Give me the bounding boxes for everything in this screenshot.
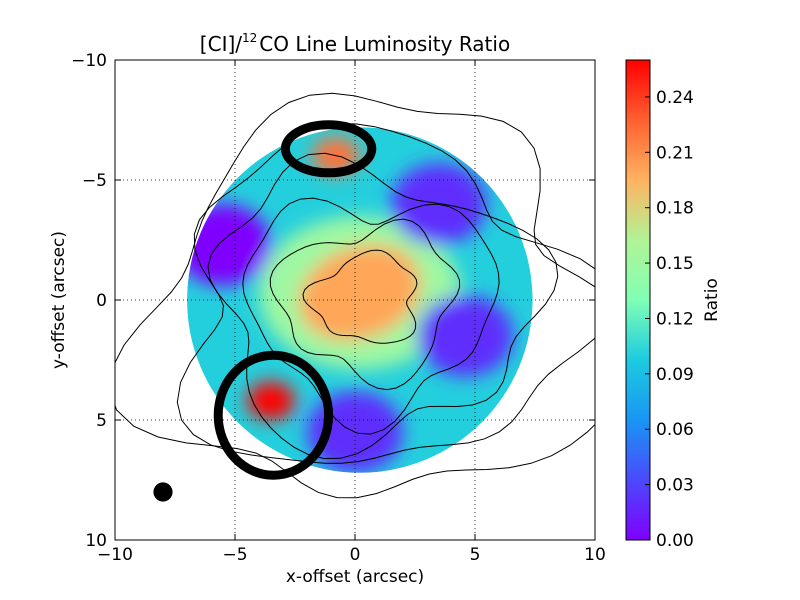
y-tick-label: 10 bbox=[85, 531, 107, 551]
colorbar-tick-label: 0.09 bbox=[656, 365, 694, 385]
ratio-high-region bbox=[247, 381, 295, 420]
colorbar-ticks: 0.00 0.03 0.06 0.09 0.12 0.15 0.18 0.21 0.24 bbox=[645, 88, 694, 551]
colorbar-tick-label: 0.03 bbox=[656, 476, 694, 496]
colorbar-label: Ratio bbox=[702, 278, 722, 322]
x-tick-label: 0 bbox=[350, 545, 361, 565]
highlight-circles bbox=[153, 120, 377, 502]
y-tick-label: −5 bbox=[82, 171, 107, 191]
colorbar-gradient bbox=[625, 59, 651, 541]
co-contours bbox=[115, 92, 595, 499]
co-contour-1 bbox=[115, 92, 595, 499]
highlight-circle-1 bbox=[280, 120, 377, 178]
y-tick-label: 0 bbox=[96, 291, 107, 311]
x-axis-ticks: −10 −5 0 5 10 bbox=[97, 60, 606, 565]
y-axis-label: y-offset (arcsec) bbox=[49, 231, 69, 369]
colorbar: 0.00 0.03 0.06 0.09 0.12 0.15 0.18 0.21 0.24 Rat… bbox=[625, 59, 722, 551]
co-contour-2 bbox=[176, 123, 595, 464]
highlight-circle-2 bbox=[213, 350, 334, 480]
colorbar-tick-label: 0.00 bbox=[656, 531, 694, 551]
co-contour-5 bbox=[269, 218, 461, 391]
co-contour-4 bbox=[242, 197, 500, 435]
chart-title: [CI]/12 CO Line Luminosity Ratio bbox=[200, 31, 510, 56]
ratio-disk bbox=[186, 127, 533, 473]
y-axis-ticks: −10 −5 0 5 10 bbox=[71, 51, 595, 551]
ratio-peak-region bbox=[299, 244, 421, 341]
ratio-low-region bbox=[417, 295, 514, 377]
plot-area bbox=[115, 60, 595, 540]
x-tick-label: 10 bbox=[584, 545, 606, 565]
colorbar-tick-label: 0.24 bbox=[656, 88, 694, 108]
co-contour-6 bbox=[302, 249, 418, 344]
colorbar-tick-label: 0.15 bbox=[656, 254, 694, 274]
y-tick-label: −10 bbox=[71, 51, 107, 71]
y-tick-label: 5 bbox=[96, 411, 107, 431]
ratio-heatmap bbox=[186, 127, 533, 473]
ratio-low-region bbox=[186, 204, 271, 286]
colorbar-tick-label: 0.18 bbox=[656, 199, 694, 219]
x-axis-label: x-offset (arcsec) bbox=[286, 567, 424, 587]
x-tick-label: −5 bbox=[222, 545, 247, 565]
beam-marker bbox=[153, 482, 173, 502]
colorbar-tick-label: 0.21 bbox=[656, 143, 694, 163]
co-contour-3 bbox=[207, 152, 559, 460]
colorbar-tick-label: 0.12 bbox=[656, 309, 694, 329]
x-tick-label: 5 bbox=[470, 545, 481, 565]
colorbar-tick-label: 0.06 bbox=[656, 420, 694, 440]
x-tick-label: −10 bbox=[97, 545, 133, 565]
